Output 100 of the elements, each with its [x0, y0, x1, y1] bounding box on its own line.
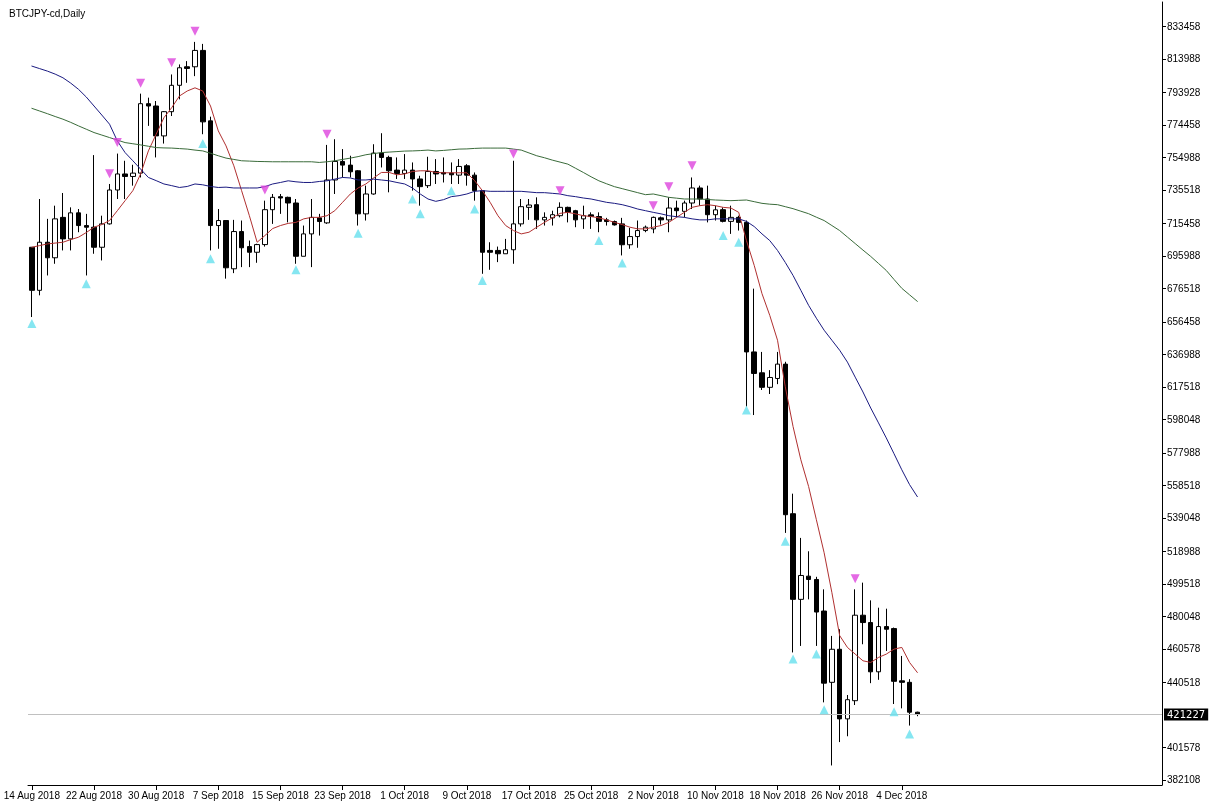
point: [850, 574, 860, 584]
candlestick: [293, 198, 299, 265]
point: [27, 319, 37, 329]
x-tick-label: 15 Sep 2018: [252, 789, 310, 801]
candlestick: [767, 369, 773, 395]
candlestick: [417, 175, 423, 207]
candlestick: [790, 493, 796, 653]
point: [687, 161, 697, 171]
x-tick-label: 26 Nov 2018: [811, 789, 869, 801]
candlestick: [177, 63, 182, 100]
candlestick: [495, 246, 501, 263]
candlestick: [860, 582, 866, 645]
point: [555, 186, 565, 196]
y-tick-label: 577988: [1167, 447, 1201, 459]
point: [718, 231, 728, 241]
y-tick-label: 656458: [1167, 316, 1201, 328]
candlestick: [184, 60, 190, 84]
point: [889, 707, 899, 717]
candlestick: [340, 148, 345, 178]
candlestick: [371, 143, 376, 196]
point: [811, 649, 821, 659]
point: [734, 237, 744, 247]
candlestick: [472, 171, 477, 202]
y-tick-label: 460578: [1167, 643, 1201, 655]
candlestick: [619, 217, 625, 256]
candlestick: [899, 655, 905, 709]
y-tick-label: 539048: [1167, 512, 1201, 524]
candlestick: [239, 220, 244, 268]
line-series: [31, 65, 918, 498]
text: BTCJPY-cd,Daily: [9, 7, 86, 19]
candlestick: [581, 205, 586, 230]
candlestick: [169, 73, 174, 117]
x-tick-label: 17 Oct 2018: [501, 789, 557, 801]
x-tick-label: 25 Oct 2018: [563, 789, 619, 801]
candlestick: [783, 361, 788, 534]
x-tick-label: 18 Nov 2018: [749, 789, 807, 801]
candlestick: [565, 206, 571, 223]
candlestick: [208, 116, 213, 251]
point: [741, 405, 751, 415]
candlestick: [332, 138, 338, 195]
candlestick: [348, 155, 353, 178]
point: [322, 129, 332, 139]
x-tick-label: 22 Aug 2018: [65, 789, 123, 801]
x-tick-label: 7 Sep 2018: [192, 789, 245, 801]
point: [206, 254, 216, 264]
candlestick: [52, 205, 58, 265]
x-tick-label: 23 Sep 2018: [314, 789, 372, 801]
point: [470, 204, 480, 214]
point: [594, 236, 604, 246]
x-tick-label: 14 Aug 2018: [3, 789, 61, 801]
candlestick: [814, 576, 819, 647]
x-tick-label: 2 Nov 2018: [627, 789, 680, 801]
candlestick: [713, 205, 718, 222]
candlestick: [99, 215, 105, 261]
candlestick: [379, 132, 384, 168]
candlestick: [821, 588, 827, 703]
candlestick: [410, 161, 415, 192]
candlestick: [278, 193, 283, 215]
candlestick: [798, 537, 804, 647]
point: [780, 536, 790, 546]
candlestick: [534, 196, 539, 230]
candlestick: [891, 627, 897, 705]
candlestick: [837, 628, 842, 743]
point: [167, 58, 177, 68]
candlestick: [666, 196, 672, 233]
candlestick: [270, 193, 275, 225]
y-tick-label: 480048: [1167, 610, 1201, 622]
candlestick: [138, 93, 143, 178]
candlestick: [511, 160, 516, 265]
candlestick: [884, 608, 889, 652]
candlestick: [386, 155, 392, 193]
y-tick-label: 735518: [1167, 184, 1201, 196]
candlestick: [829, 635, 835, 766]
candlestick: [45, 218, 50, 276]
candlestick: [84, 213, 89, 276]
candlestick: [456, 158, 462, 185]
y-tick-label: 558518: [1167, 479, 1201, 491]
candlestick: [449, 161, 454, 185]
line-series: [31, 87, 918, 673]
candlestick: [231, 219, 237, 274]
point: [353, 228, 363, 238]
y-tick-label: 793928: [1167, 86, 1201, 98]
candlestick: [146, 97, 151, 127]
candlestick: [852, 588, 858, 706]
candlestick: [759, 351, 765, 391]
x-tick-label: 10 Nov 2018: [687, 789, 745, 801]
point: [136, 78, 146, 88]
candlestick: [216, 208, 221, 250]
y-tick-label: 715458: [1167, 217, 1201, 229]
point: [112, 138, 122, 148]
candlestick: [130, 164, 136, 187]
candlestick: [503, 238, 508, 255]
point: [819, 705, 829, 715]
point: [664, 182, 674, 192]
line-series: [31, 107, 918, 302]
y-tick-label: 676518: [1167, 282, 1201, 294]
ref-line-label: 421227: [1167, 709, 1206, 720]
candlestick: [254, 243, 260, 264]
y-tick-label: 401578: [1167, 741, 1201, 753]
candlestick: [223, 220, 229, 280]
